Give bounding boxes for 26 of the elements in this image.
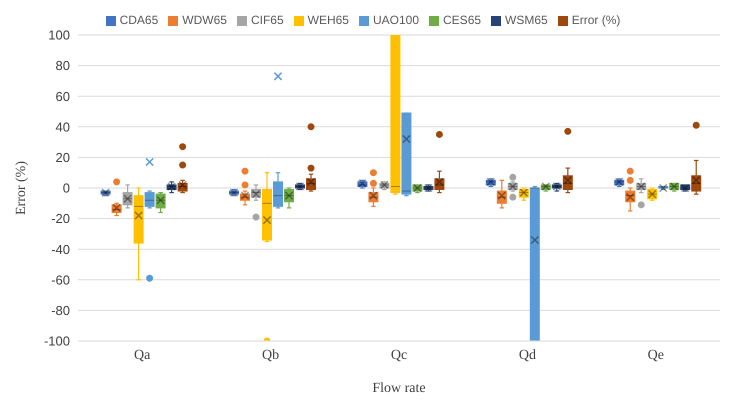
legend-label: UAO100 <box>372 13 420 27</box>
y-axis-title: Error (%) <box>14 160 29 216</box>
y-tick-label: -80 <box>51 303 70 318</box>
legend-label: CIF65 <box>250 13 284 27</box>
y-tick-label: -20 <box>51 211 70 226</box>
legend-label: WEH65 <box>308 13 349 27</box>
x-tick-label: Qb <box>262 348 280 363</box>
x-tick-label: Qe <box>648 348 664 363</box>
x-tick-label: Qc <box>390 348 408 363</box>
y-tick-label: -60 <box>51 272 70 288</box>
x-tick-label: Qa <box>134 348 152 363</box>
x-tick-label: Qd <box>518 348 536 363</box>
y-tick-label: -40 <box>51 242 70 257</box>
legend-label: Error (%) <box>572 13 620 27</box>
y-tick-label: 80 <box>56 58 70 74</box>
y-tick-label: 100 <box>48 28 70 43</box>
x-axis-title: Flow rate <box>372 381 426 396</box>
legend-label: WDW65 <box>182 13 227 27</box>
legend-label: CDA65 <box>120 13 158 27</box>
legend-label: CES65 <box>443 13 482 27</box>
y-tick-label: -100 <box>44 334 70 349</box>
y-tick-label: 20 <box>56 150 70 166</box>
legend-label: WSM65 <box>505 13 548 27</box>
y-tick-label: 60 <box>56 88 70 104</box>
y-tick-label: 40 <box>56 119 70 134</box>
y-tick-label: 0 <box>62 180 70 196</box>
